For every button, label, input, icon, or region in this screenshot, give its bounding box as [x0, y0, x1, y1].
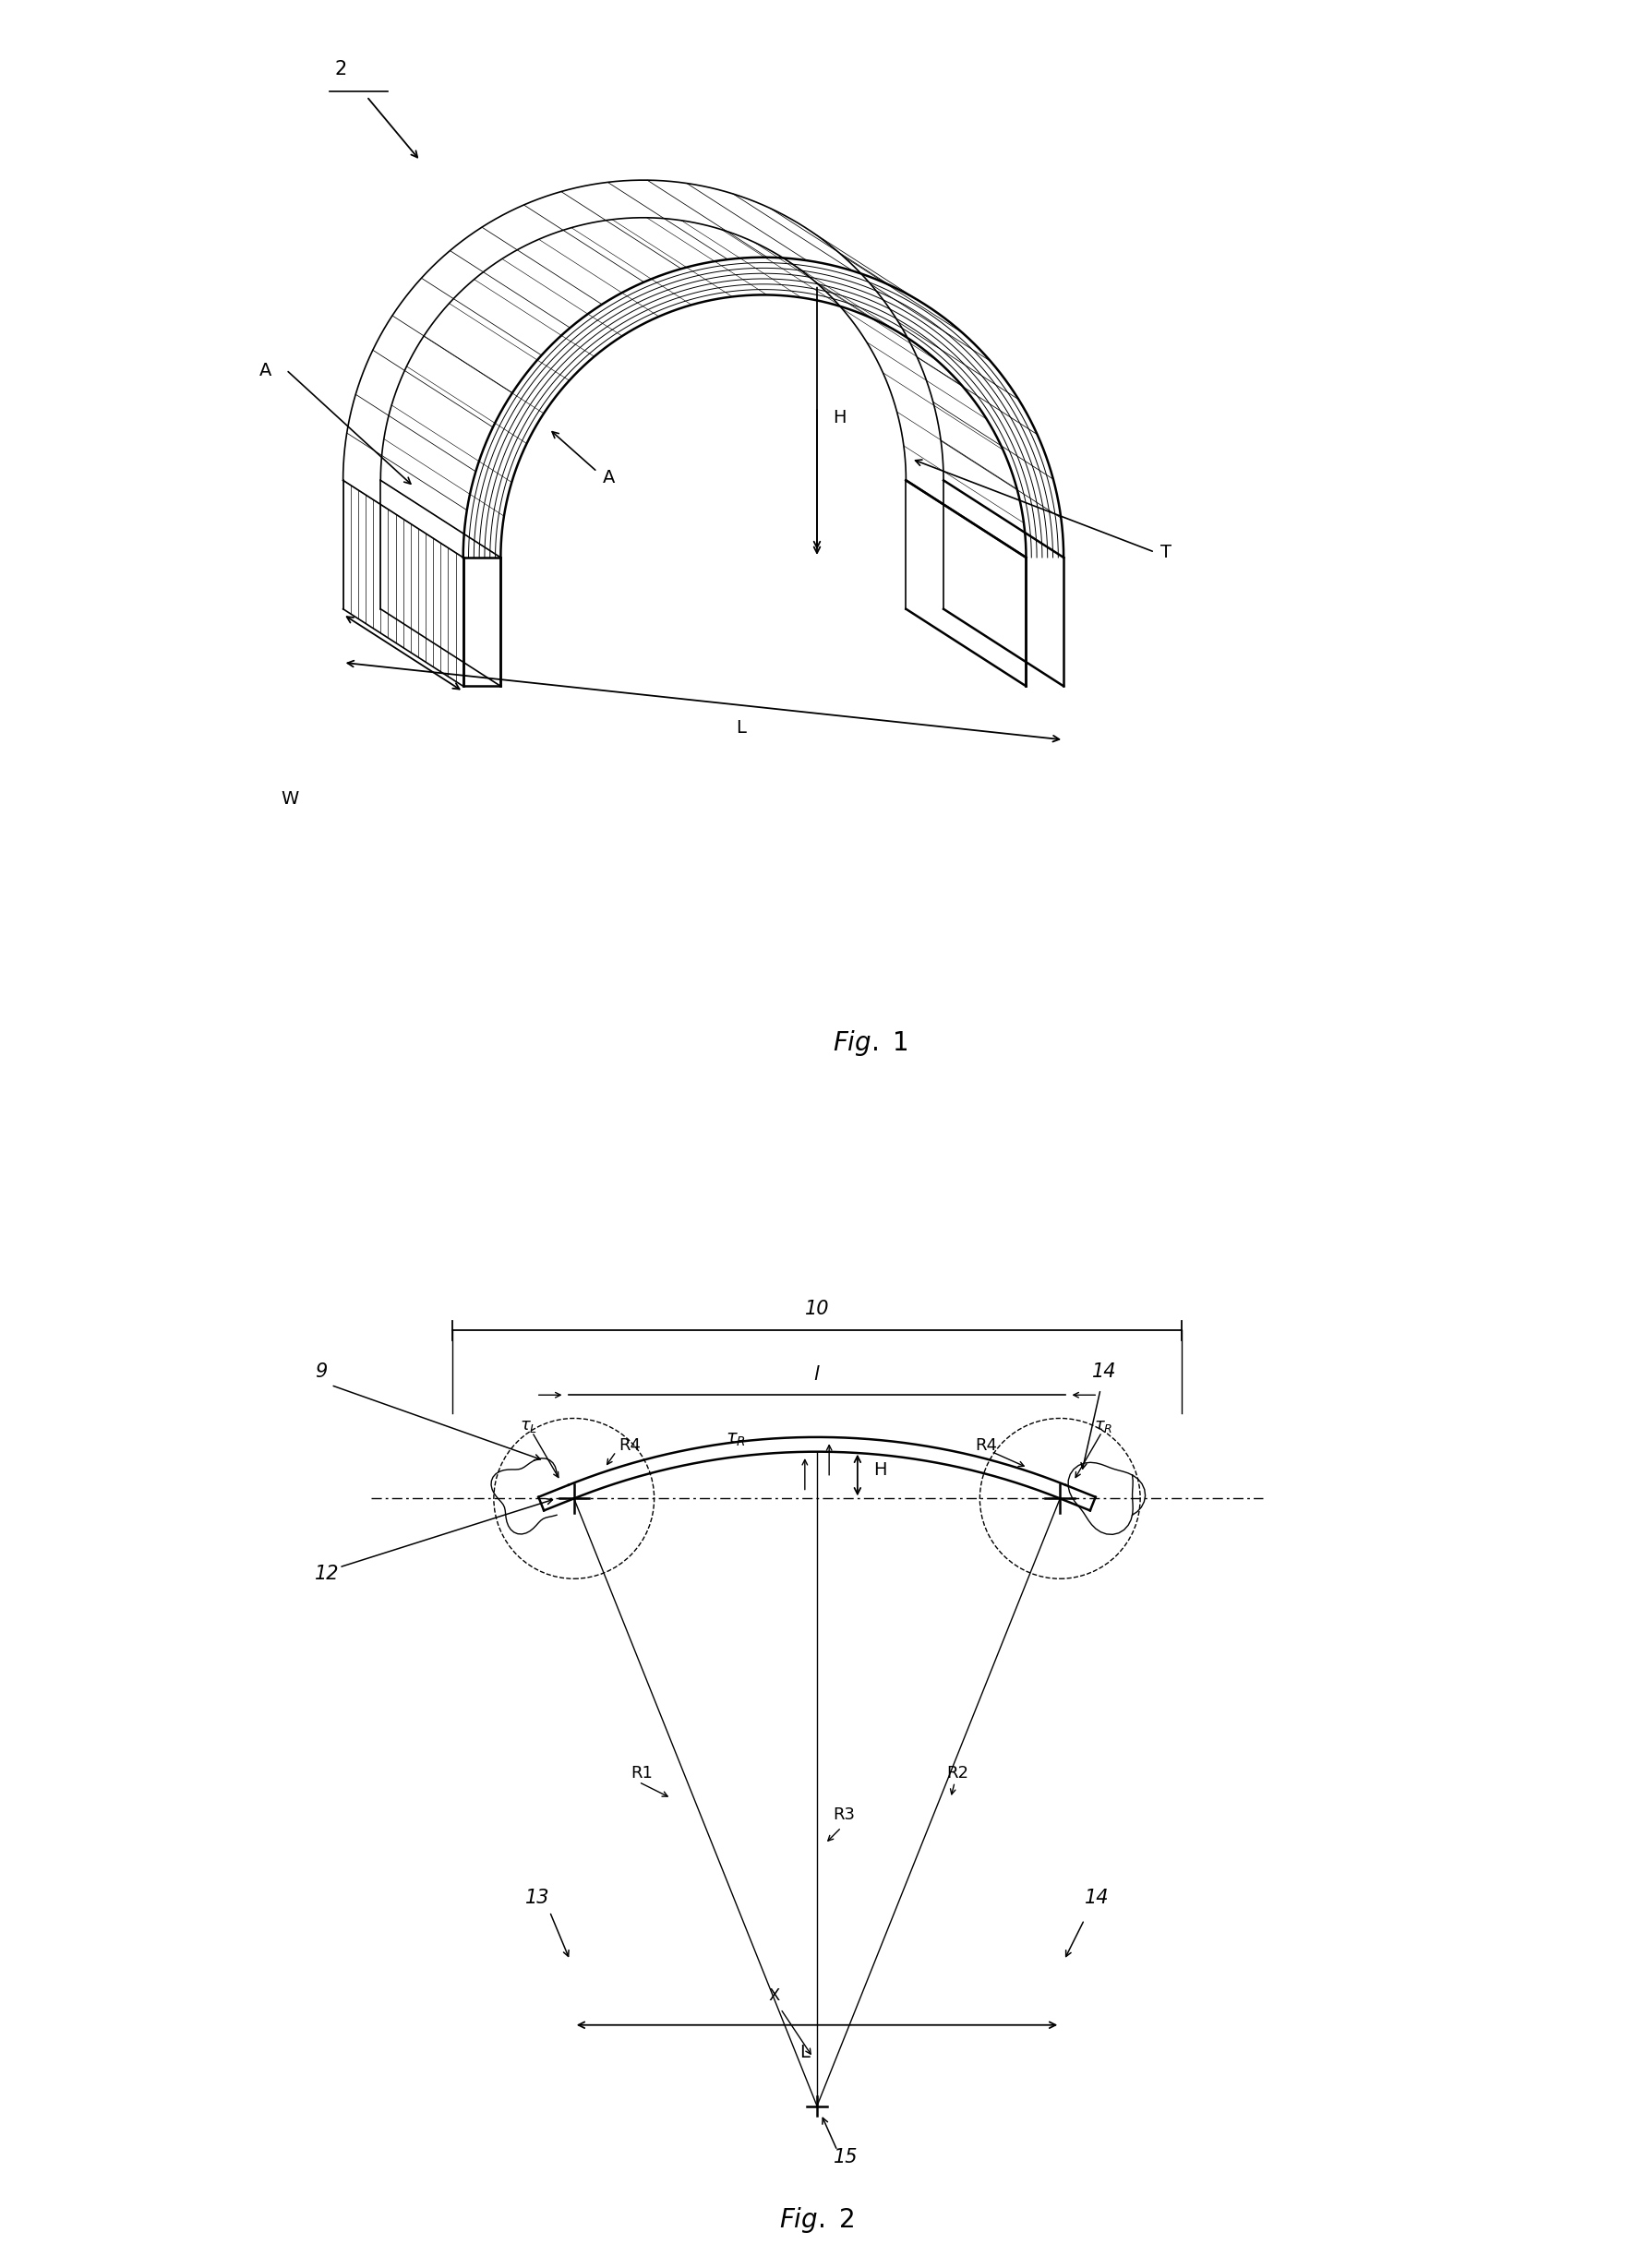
Text: $\mathit{Fig.\ 2}$: $\mathit{Fig.\ 2}$	[779, 2204, 855, 2234]
Text: $\tau_L$: $\tau_L$	[520, 1418, 538, 1433]
Text: X: X	[768, 1987, 779, 2005]
Text: A: A	[603, 469, 614, 485]
Text: R4: R4	[619, 1438, 641, 1454]
Text: A: A	[260, 361, 271, 379]
Text: H: H	[874, 1461, 887, 1479]
Text: L: L	[735, 719, 745, 737]
Text: $\tau_R$: $\tau_R$	[725, 1431, 747, 1449]
Text: R2: R2	[946, 1765, 969, 1783]
Text: L: L	[799, 2043, 810, 2062]
Text: $\mathit{Fig.}\ 1$: $\mathit{Fig.}\ 1$	[833, 1030, 909, 1059]
Text: T: T	[1160, 544, 1172, 560]
Text: 14: 14	[1093, 1363, 1118, 1381]
Text: 10: 10	[806, 1300, 828, 1318]
Text: 2: 2	[335, 61, 346, 79]
Text: 15: 15	[833, 2148, 858, 2166]
Text: R1: R1	[631, 1765, 652, 1783]
Text: 12: 12	[315, 1565, 340, 1583]
Text: 9: 9	[315, 1363, 327, 1381]
Text: $\tau_R$: $\tau_R$	[1093, 1418, 1113, 1433]
Text: R3: R3	[833, 1805, 855, 1823]
Text: W: W	[281, 789, 299, 807]
Text: H: H	[833, 408, 846, 426]
Text: 13: 13	[526, 1889, 549, 1907]
Text: R4: R4	[975, 1438, 997, 1454]
Text: 14: 14	[1085, 1889, 1109, 1907]
Text: $l$: $l$	[814, 1365, 820, 1383]
